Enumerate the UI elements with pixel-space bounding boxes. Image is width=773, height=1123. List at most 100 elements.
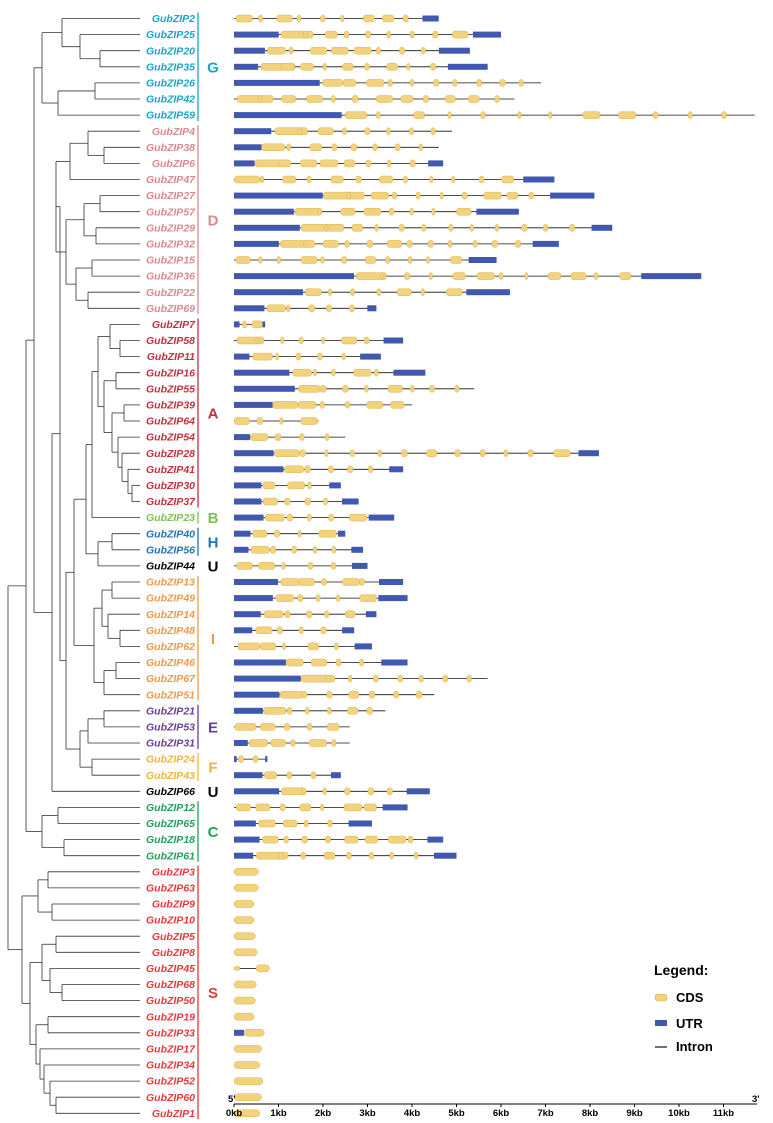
axis-five-prime: 5' bbox=[228, 1094, 236, 1105]
gene-name: GubZIP13 bbox=[146, 577, 195, 589]
gene-name: GubZIP16 bbox=[146, 367, 195, 379]
gene-name: GubZIP55 bbox=[146, 383, 195, 395]
gene-name-column: GubZIP2 GubZIP25 GubZIP20 GubZIP35 GubZIP26 G… bbox=[146, 13, 196, 1120]
subfamily-label: G bbox=[207, 59, 219, 76]
gene-name: GubZIP65 bbox=[146, 818, 195, 830]
gene-name: GubZIP67 bbox=[146, 673, 196, 685]
gene-name: GubZIP27 bbox=[146, 190, 196, 202]
gene-structure bbox=[234, 578, 404, 586]
gene-name: GubZIP4 bbox=[152, 126, 195, 138]
axis-tick-label: 10kb bbox=[668, 1108, 690, 1119]
gene-structure bbox=[234, 594, 408, 602]
gene-structure bbox=[234, 320, 266, 329]
gene-structure-tracks bbox=[233, 14, 755, 1118]
axis-tick-label: 0kb bbox=[226, 1108, 243, 1119]
gene-structure bbox=[234, 739, 350, 747]
gene-name: GubZIP51 bbox=[146, 689, 195, 701]
gene-name: GubZIP35 bbox=[146, 61, 195, 73]
kb-scale-axis: 5' 3' 0kb 1kb 2kb 3kb 4kb 5kb 6kb 7kb 8kb 9kb 10kb… bbox=[226, 1094, 760, 1119]
gene-name: GubZIP69 bbox=[146, 303, 195, 315]
subfamily-label: I bbox=[211, 631, 215, 648]
gene-name: GubZIP9 bbox=[152, 899, 195, 911]
gene-name: GubZIP33 bbox=[146, 1027, 195, 1039]
gene-structure bbox=[234, 304, 377, 313]
gene-name: GubZIP7 bbox=[152, 319, 196, 331]
gene-structure bbox=[234, 465, 404, 474]
gene-name: GubZIP37 bbox=[146, 496, 196, 508]
gene-structure bbox=[233, 932, 256, 940]
gene-name: GubZIP45 bbox=[146, 963, 195, 975]
gene-name: GubZIP57 bbox=[146, 206, 196, 218]
gene-name: GubZIP3 bbox=[152, 866, 195, 878]
gene-structure bbox=[234, 288, 510, 296]
gene-name: GubZIP26 bbox=[146, 78, 195, 90]
gene-structure bbox=[233, 900, 255, 908]
axis-tick-label: 1kb bbox=[270, 1108, 287, 1119]
gene-structure bbox=[234, 95, 515, 103]
gene-structure bbox=[234, 658, 408, 667]
gene-name: GubZIP29 bbox=[146, 222, 195, 234]
legend-utr-swatch bbox=[655, 1020, 667, 1026]
axis-tick-label: 2kb bbox=[315, 1108, 332, 1119]
gene-name: GubZIP23 bbox=[146, 512, 195, 524]
gene-structure bbox=[234, 449, 599, 457]
gene-structure bbox=[233, 1077, 264, 1085]
gene-structure bbox=[234, 175, 555, 184]
gene-structure bbox=[233, 916, 255, 924]
gene-structure bbox=[234, 835, 444, 844]
legend-cds-label: CDS bbox=[676, 990, 704, 1005]
gene-structure bbox=[234, 368, 426, 377]
gene-name: GubZIP56 bbox=[146, 544, 195, 556]
gene-name: GubZIP53 bbox=[146, 722, 195, 734]
gene-structure bbox=[234, 433, 346, 441]
gene-name: GubZIP52 bbox=[146, 1076, 195, 1088]
gene-structure bbox=[234, 674, 488, 683]
gene-structure bbox=[234, 851, 457, 860]
gene-structure bbox=[234, 610, 377, 618]
gene-structure bbox=[234, 787, 430, 796]
gene-name: GubZIP47 bbox=[146, 174, 196, 186]
gene-name: GubZIP63 bbox=[146, 883, 195, 895]
gene-name: GubZIP42 bbox=[146, 94, 195, 106]
phylogenetic-tree bbox=[7, 18, 140, 1114]
subfamily-label: C bbox=[208, 824, 219, 841]
subfamily-label: U bbox=[208, 558, 219, 575]
gene-structure bbox=[234, 771, 341, 779]
gene-name: GubZIP39 bbox=[146, 400, 195, 412]
gene-name: GubZIP54 bbox=[146, 432, 195, 444]
subfamily-label: U bbox=[208, 784, 219, 801]
gene-name: GubZIP25 bbox=[146, 29, 195, 41]
gene-name: GubZIP60 bbox=[146, 1092, 195, 1104]
axis-tick-label: 3kb bbox=[359, 1108, 376, 1119]
gene-name: GubZIP24 bbox=[146, 754, 195, 766]
gene-structure bbox=[234, 707, 386, 715]
gene-structure bbox=[233, 1093, 262, 1101]
gene-name: GubZIP61 bbox=[146, 850, 195, 862]
gene-name: GubZIP18 bbox=[146, 834, 195, 846]
gene-name: GubZIP1 bbox=[152, 1108, 195, 1120]
gene-name: GubZIP41 bbox=[146, 464, 195, 476]
gene-name: GubZIP21 bbox=[146, 705, 195, 717]
gene-name: GubZIP43 bbox=[146, 770, 195, 782]
gene-structure bbox=[234, 14, 439, 23]
gene-structure bbox=[234, 159, 444, 168]
legend: Legend: CDS UTR Intron bbox=[654, 962, 713, 1054]
gene-name: GubZIP50 bbox=[146, 995, 195, 1007]
gene-name: GubZIP44 bbox=[146, 561, 195, 573]
legend-intron-label: Intron bbox=[676, 1039, 713, 1054]
gene-structure bbox=[234, 111, 755, 119]
subfamily-label: D bbox=[208, 212, 219, 229]
gene-name: GubZIP66 bbox=[146, 786, 195, 798]
gene-structure bbox=[234, 256, 497, 264]
gene-structure bbox=[234, 63, 488, 71]
gene-name: GubZIP32 bbox=[146, 239, 195, 251]
gene-name: GubZIP34 bbox=[146, 1060, 195, 1072]
legend-title: Legend: bbox=[654, 962, 708, 978]
gene-name: GubZIP22 bbox=[146, 287, 195, 299]
gene-structure bbox=[234, 336, 404, 345]
gene-name: GubZIP8 bbox=[152, 947, 195, 959]
gene-structure bbox=[234, 401, 412, 409]
gene-structure bbox=[234, 529, 346, 538]
gene-structure bbox=[234, 497, 359, 506]
gene-structure bbox=[233, 884, 259, 892]
